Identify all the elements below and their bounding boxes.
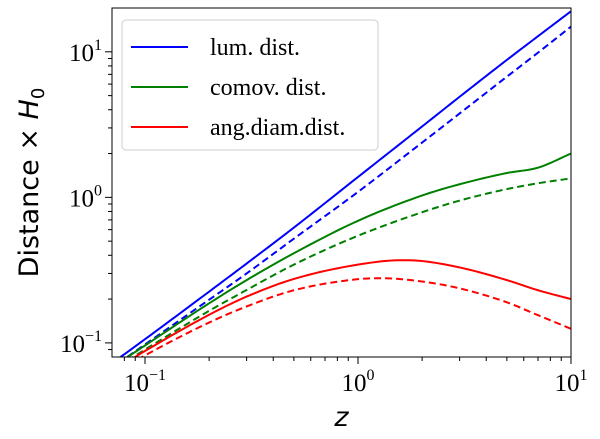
- series-line-4: [133, 259, 571, 357]
- plot-frame: [111, 7, 572, 358]
- legend: lum. dist. comov. dist. ang.diam.dist.: [121, 19, 379, 151]
- ticks-layer: 10−1 100 101 10−1 100 101: [60, 37, 588, 397]
- x-tick-label-2: 101: [555, 367, 588, 397]
- x-axis-label: z: [333, 402, 349, 433]
- series-line-0: [118, 10, 571, 357]
- x-tick-label-0: 10−1: [124, 367, 166, 397]
- legend-box: [121, 19, 379, 151]
- series-line-2: [125, 152, 571, 357]
- y-tick-label-0: 10−1: [60, 328, 102, 358]
- y-axis-label: Distance × H0: [14, 88, 49, 278]
- series-layer: [118, 10, 571, 357]
- legend-label-1: comov. dist.: [210, 75, 326, 101]
- series-line-1: [125, 25, 571, 357]
- y-tick-label-1: 100: [69, 182, 102, 212]
- x-tick-label-1: 100: [341, 367, 374, 397]
- legend-label-2: ang.diam.dist.: [210, 115, 345, 141]
- legend-label-0: lum. dist.: [210, 35, 300, 61]
- y-tick-label-2: 101: [69, 37, 102, 67]
- series-line-3: [131, 177, 571, 357]
- series-line-5: [140, 277, 571, 357]
